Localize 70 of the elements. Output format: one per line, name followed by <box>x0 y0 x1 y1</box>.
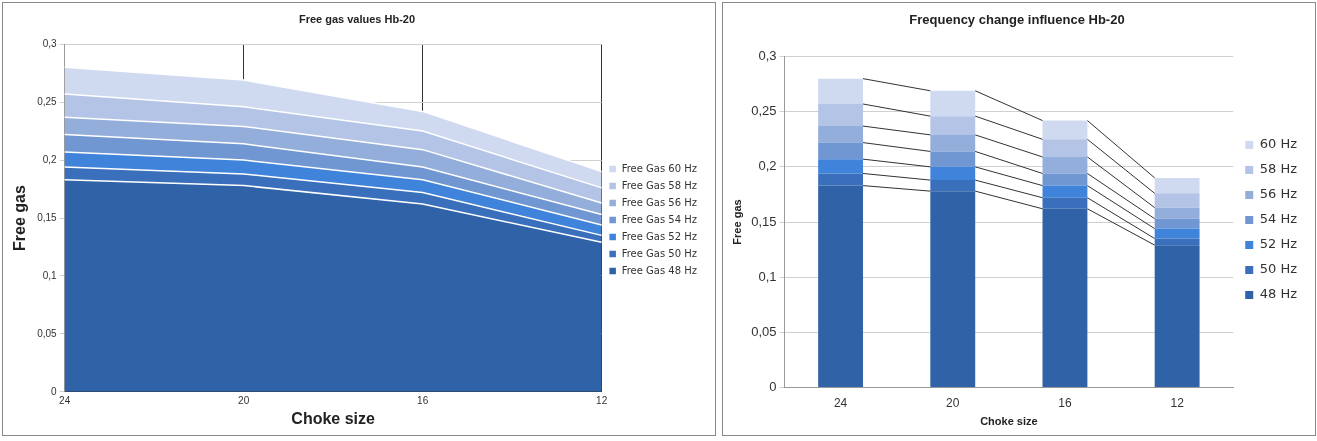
y-axis-title: Free gas <box>11 184 29 251</box>
chart-title: Frequency change influence Hb-20 <box>909 12 1125 28</box>
bar <box>1154 245 1200 387</box>
y-tick-label: 0 <box>769 378 777 394</box>
bar <box>1154 207 1200 219</box>
bar <box>1042 173 1088 186</box>
legend-label: 54 Hz <box>1259 211 1298 227</box>
bar <box>818 159 864 174</box>
bar <box>1042 185 1088 198</box>
y-tick-label: 0,15 <box>37 211 58 223</box>
bar <box>1042 208 1088 387</box>
y-tick-label: 0,25 <box>37 95 58 107</box>
legend-label: Free Gas 48 Hz <box>621 264 698 276</box>
bar <box>930 180 976 192</box>
bar <box>818 173 864 186</box>
y-tick-label: 0,3 <box>758 48 777 64</box>
bar <box>818 142 864 160</box>
y-tick-label: 0,3 <box>42 37 58 49</box>
bar <box>818 78 864 105</box>
bar <box>1042 197 1088 209</box>
y-tick-label: 0,25 <box>751 103 777 119</box>
x-tick-label: 16 <box>417 394 429 406</box>
bar <box>930 191 976 387</box>
legend-label: 52 Hz <box>1259 236 1298 252</box>
x-tick-label: 24 <box>833 395 848 410</box>
x-tick-label: 24 <box>59 394 71 406</box>
legend-label: 58 Hz <box>1259 161 1298 177</box>
bar <box>930 90 976 117</box>
bar <box>1154 228 1200 239</box>
y-tick-label: 0,1 <box>758 268 777 284</box>
legend-label: Free Gas 52 Hz <box>621 230 698 242</box>
legend-label: 50 Hz <box>1259 261 1298 277</box>
x-tick-label: 16 <box>1058 395 1072 410</box>
x-tick-label: 12 <box>1170 395 1185 410</box>
legend-label: 56 Hz <box>1259 186 1298 202</box>
legend-label: 48 Hz <box>1259 286 1298 302</box>
bar <box>818 104 864 127</box>
y-tick-label: 0,05 <box>751 323 777 339</box>
bar <box>1042 120 1088 140</box>
bar <box>930 116 976 135</box>
legend-label: Free Gas 54 Hz <box>621 213 698 225</box>
x-axis-title: Choke size <box>291 409 376 427</box>
legend-label: Free Gas 50 Hz <box>621 247 698 259</box>
y-tick-label: 0,15 <box>751 213 777 229</box>
y-tick-label: 0,2 <box>42 153 58 165</box>
bar <box>1042 156 1088 174</box>
x-axis-title: Choke size <box>980 415 1038 428</box>
bar <box>930 166 976 181</box>
legend-label: Free Gas 56 Hz <box>621 196 698 208</box>
x-tick-label: 12 <box>596 394 608 406</box>
bar <box>930 151 976 167</box>
legend-label: 60 Hz <box>1259 136 1298 152</box>
bar <box>818 185 864 387</box>
x-tick-label: 20 <box>238 394 250 406</box>
chart-title: Free gas values Hb-20 <box>298 12 416 25</box>
y-tick-label: 0,05 <box>37 327 58 339</box>
bar <box>1154 218 1200 229</box>
bar <box>1154 238 1200 246</box>
y-tick-label: 0 <box>51 385 58 397</box>
legend-label: Free Gas 58 Hz <box>621 179 698 191</box>
bar <box>1154 177 1200 194</box>
y-axis-title: Free gas <box>730 199 743 245</box>
y-tick-label: 0,2 <box>758 158 777 174</box>
x-tick-label: 20 <box>946 395 960 410</box>
y-tick-label: 0,1 <box>42 269 58 281</box>
bar <box>1042 139 1088 157</box>
legend-label: Free Gas 60 Hz <box>621 162 698 174</box>
bar <box>1154 193 1200 208</box>
bar <box>930 134 976 152</box>
bar <box>818 126 864 143</box>
